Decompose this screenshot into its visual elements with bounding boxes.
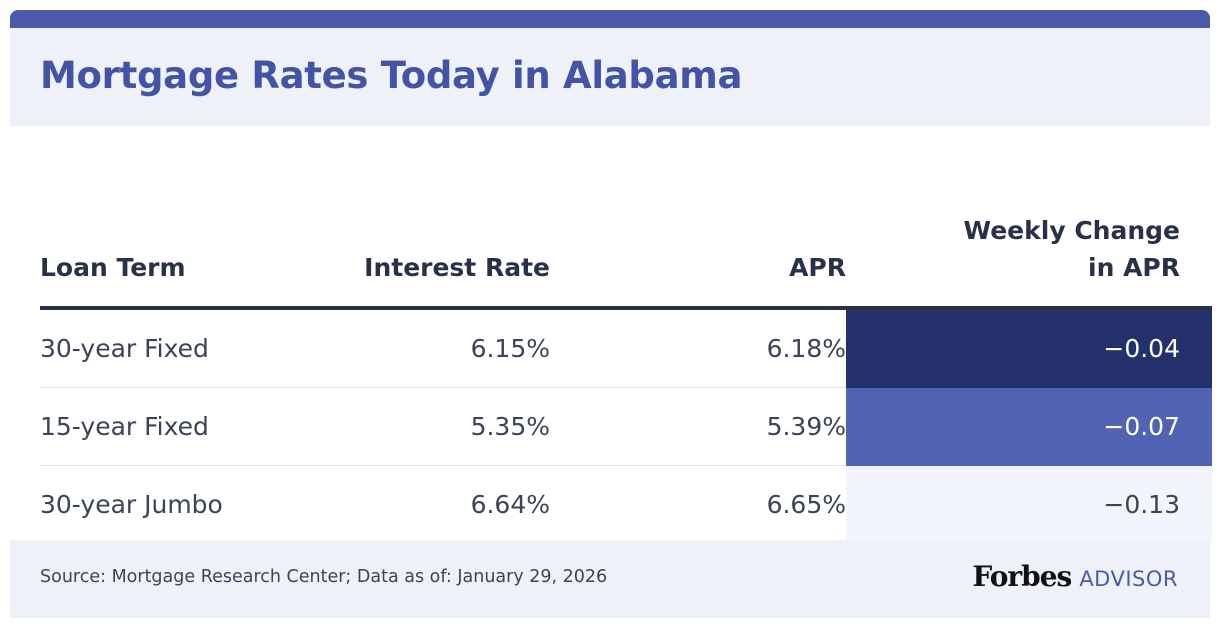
forbes-advisor-logo: Forbes ADVISOR — [972, 560, 1178, 593]
table-row: 30-year Jumbo 6.64% 6.65% −0.13 — [40, 465, 1212, 543]
column-header-loan-term: Loan Term — [40, 186, 330, 310]
cell-apr: 6.18% — [550, 308, 846, 388]
table-row: 30-year Fixed 6.15% 6.18% −0.04 — [40, 308, 1212, 388]
cell-interest-rate: 6.64% — [470, 490, 550, 519]
cell-loan-term: 30-year Fixed — [40, 308, 330, 388]
logo-forbes-wordmark: Forbes — [972, 560, 1072, 593]
footer-band: Source: Mortgage Research Center; Data a… — [10, 540, 1210, 618]
table-row: 15-year Fixed 5.35% 5.39% −0.07 — [40, 387, 1212, 466]
cell-loan-term: 15-year Fixed — [40, 387, 330, 466]
table-header-row: Loan Term Interest Rate APR Weekly Chang… — [40, 186, 1212, 310]
cell-weekly-change: −0.13 — [846, 465, 1212, 543]
logo-advisor-wordmark: ADVISOR — [1079, 567, 1178, 591]
cell-weekly-change: −0.07 — [846, 387, 1212, 466]
weekly-change-header-line1: Weekly Change — [963, 216, 1180, 245]
table-body: 30-year Fixed 6.15% 6.18% −0.04 15-year Fixe… — [40, 308, 1212, 543]
page-title: Mortgage Rates Today in Alabama — [40, 54, 743, 97]
top-accent-bar — [10, 10, 1210, 30]
column-header-apr: APR — [550, 186, 846, 310]
weekly-change-header-line2: in APR — [1088, 253, 1180, 282]
source-note: Source: Mortgage Research Center; Data a… — [40, 567, 608, 587]
column-header-weekly-change: Weekly Change in APR — [846, 186, 1212, 310]
cell-interest-rate: 5.35% — [330, 387, 550, 466]
cell-apr: 6.65% — [766, 490, 846, 519]
rates-table: Loan Term Interest Rate APR Weekly Chang… — [40, 186, 1212, 543]
cell-loan-term: 30-year Jumbo — [40, 490, 223, 519]
rates-table-container: Loan Term Interest Rate APR Weekly Chang… — [40, 186, 1212, 543]
cell-weekly-change: −0.04 — [846, 308, 1212, 388]
header-band: Mortgage Rates Today in Alabama — [10, 28, 1210, 126]
column-header-interest-rate: Interest Rate — [330, 186, 550, 310]
cell-interest-rate: 6.15% — [330, 308, 550, 388]
cell-apr: 5.39% — [550, 387, 846, 466]
